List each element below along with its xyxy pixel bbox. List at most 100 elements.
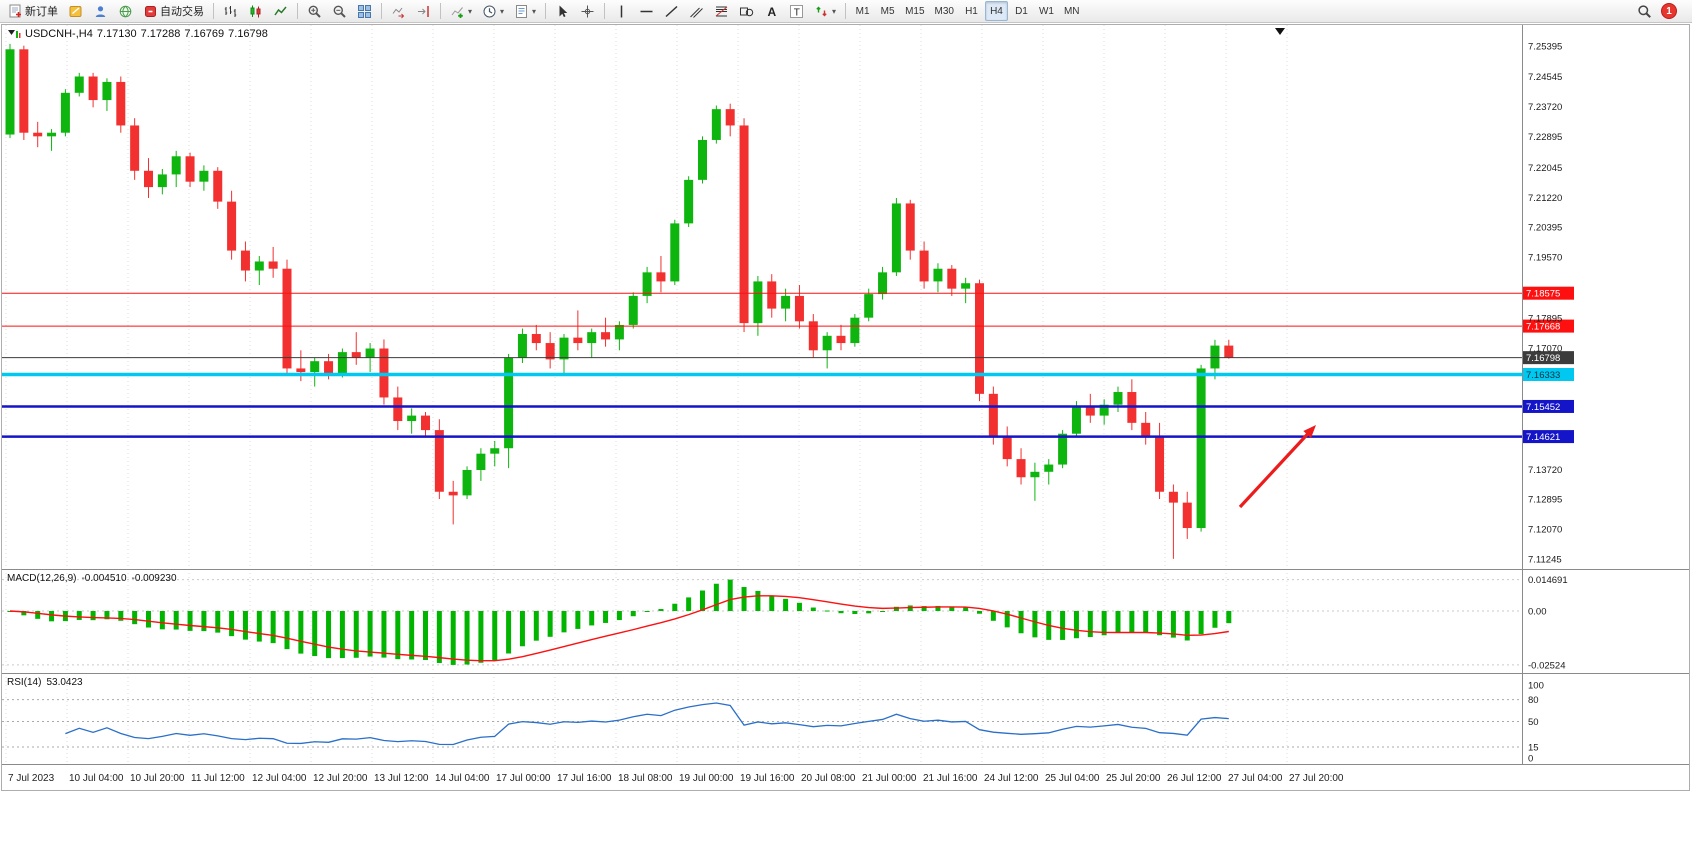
line-chart-button[interactable] bbox=[269, 1, 292, 21]
toolbar-separator bbox=[845, 3, 847, 19]
price-tick-label: 7.21220 bbox=[1528, 193, 1562, 204]
timeframe-m15-button[interactable]: M15 bbox=[905, 5, 925, 17]
search-icon[interactable] bbox=[1637, 4, 1652, 19]
shapes-button[interactable] bbox=[735, 1, 758, 21]
candle-body bbox=[490, 448, 500, 454]
dropdown-caret-icon[interactable]: ▾ bbox=[500, 6, 505, 16]
timeframe-w1-button[interactable]: W1 bbox=[1038, 5, 1054, 17]
periods-button[interactable]: ▾ bbox=[478, 1, 508, 21]
channel-button[interactable] bbox=[685, 1, 708, 21]
objects-button[interactable]: ▾ bbox=[810, 1, 840, 21]
candle-body bbox=[1085, 406, 1095, 416]
tile-windows-button[interactable] bbox=[353, 1, 376, 21]
macd-histogram-bar bbox=[450, 611, 456, 665]
macd-histogram-bar bbox=[201, 611, 207, 632]
trendline-button[interactable] bbox=[660, 1, 683, 21]
macd-signal-line bbox=[9, 595, 1229, 662]
time-axis-label: 17 Jul 16:00 bbox=[557, 773, 612, 784]
price-badge[interactable] bbox=[1522, 368, 1574, 382]
indicators-button[interactable]: ▾ bbox=[446, 1, 476, 21]
chart-context-menu-icon[interactable] bbox=[7, 29, 21, 40]
timeframe-mn-button[interactable]: MN bbox=[1063, 5, 1080, 17]
timeframe-m1-button[interactable]: M1 bbox=[855, 5, 870, 17]
chart-window[interactable]: 7.18575 7.17668 7.16798 7.16333 7.15452 7.146… bbox=[1, 24, 1690, 791]
textA-icon: A bbox=[764, 4, 779, 19]
new-order-button[interactable]: 新订单 bbox=[4, 1, 62, 21]
time-axis-label: 20 Jul 08:00 bbox=[801, 773, 856, 784]
candle-body bbox=[116, 81, 126, 126]
website-button[interactable] bbox=[114, 1, 137, 21]
candle-body bbox=[476, 453, 486, 470]
crosshair-button[interactable] bbox=[576, 1, 599, 21]
timeframe-m30-button[interactable]: M30 bbox=[934, 5, 954, 17]
time-axis-label: 19 Jul 16:00 bbox=[740, 773, 795, 784]
timeframe-d1-button[interactable]: D1 bbox=[1015, 5, 1028, 17]
horizontal-line-button[interactable] bbox=[635, 1, 658, 21]
price-badge[interactable] bbox=[1522, 430, 1574, 444]
time-axis-label: 10 Jul 20:00 bbox=[130, 773, 185, 784]
dropdown-caret-icon[interactable]: ▾ bbox=[532, 6, 537, 16]
candle-body bbox=[725, 109, 735, 126]
price-badge[interactable] bbox=[1522, 399, 1574, 413]
notification-badge[interactable]: 1 bbox=[1661, 3, 1677, 19]
shapes-icon bbox=[739, 4, 754, 19]
templates-button[interactable]: ▾ bbox=[510, 1, 540, 21]
candle-body bbox=[601, 332, 611, 340]
time-axis-label: 25 Jul 04:00 bbox=[1045, 773, 1100, 784]
cursor-button[interactable] bbox=[551, 1, 574, 21]
macd-histogram-bar bbox=[506, 611, 512, 654]
trend-arrow-annotation[interactable] bbox=[1238, 425, 1316, 509]
zoom-in-button[interactable] bbox=[303, 1, 326, 21]
text-button[interactable]: A bbox=[760, 1, 783, 21]
macd-histogram-bar bbox=[1129, 611, 1135, 633]
auto-scroll-button[interactable] bbox=[387, 1, 410, 21]
fibonacci-button[interactable] bbox=[710, 1, 733, 21]
chart-shift-button[interactable] bbox=[412, 1, 435, 21]
candle-body bbox=[1182, 502, 1192, 529]
macd-histogram-bar bbox=[519, 611, 525, 647]
dropdown-caret-icon[interactable]: ▾ bbox=[832, 6, 837, 16]
hline-icon bbox=[639, 4, 654, 19]
macd-histogram-bar bbox=[1170, 611, 1176, 638]
candlestick-chart-button[interactable] bbox=[244, 1, 267, 21]
candle-body bbox=[850, 317, 860, 344]
chart-scroll-marker-icon[interactable] bbox=[1275, 28, 1285, 35]
price-badge[interactable] bbox=[1522, 351, 1574, 365]
timeframe-m5-button[interactable]: M5 bbox=[880, 5, 895, 17]
svg-text:A: A bbox=[768, 5, 777, 19]
price-badge[interactable] bbox=[1522, 286, 1574, 300]
algo-trading-button[interactable]: 自动交易 bbox=[139, 1, 208, 21]
price-tick-label: 7.17895 bbox=[1528, 313, 1562, 324]
macd-panel: 0.014691 0.00 -0.02524 bbox=[2, 575, 1568, 671]
candle-body bbox=[213, 170, 223, 202]
macd-histogram-bar bbox=[1143, 611, 1149, 633]
text-label-button[interactable]: T bbox=[785, 1, 808, 21]
dropdown-caret-icon[interactable]: ▾ bbox=[468, 6, 473, 16]
candle-body bbox=[753, 281, 763, 324]
vertical-line-button[interactable] bbox=[610, 1, 633, 21]
candle-body bbox=[462, 469, 472, 496]
zoom-out-button[interactable] bbox=[328, 1, 351, 21]
macd-histogram-bar bbox=[395, 611, 401, 660]
macd-axis-label: -0.02524 bbox=[1528, 660, 1566, 671]
metaeditor-button[interactable] bbox=[64, 1, 87, 21]
time-axis-label: 26 Jul 12:00 bbox=[1167, 773, 1222, 784]
time-axis-label: 21 Jul 00:00 bbox=[862, 773, 917, 784]
rsi-axis-label: 50 bbox=[1528, 717, 1539, 728]
rsi-panel: 100 80 50 150 bbox=[2, 681, 1544, 765]
candle-body bbox=[504, 357, 514, 449]
macd-histogram-bar bbox=[409, 611, 415, 660]
candle-body bbox=[1099, 404, 1109, 416]
candle-body bbox=[947, 268, 957, 289]
community-button[interactable] bbox=[89, 1, 112, 21]
time-axis-label: 17 Jul 00:00 bbox=[496, 773, 551, 784]
macd-histogram-bar bbox=[367, 611, 373, 657]
price-badge[interactable] bbox=[1522, 319, 1574, 333]
chart-canvas[interactable]: 7.18575 7.17668 7.16798 7.16333 7.15452 7.146… bbox=[2, 25, 1689, 790]
bar-chart-button[interactable] bbox=[219, 1, 242, 21]
grid-layer bbox=[5, 25, 1288, 764]
timeframe-h1-button[interactable]: H1 bbox=[965, 5, 978, 17]
candle-body bbox=[393, 397, 403, 422]
candle-body bbox=[47, 132, 57, 137]
timeframe-h4-button[interactable]: H4 bbox=[984, 1, 1008, 21]
